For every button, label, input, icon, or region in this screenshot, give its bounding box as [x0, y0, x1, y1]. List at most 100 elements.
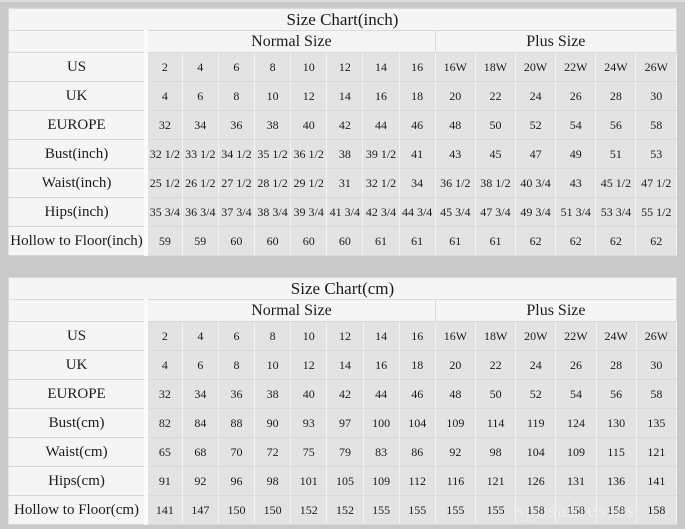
- size-value-cell: 25 1/2: [145, 168, 183, 198]
- size-value-cell: 97: [326, 408, 364, 438]
- size-value-cell: 26W: [635, 52, 677, 82]
- size-value-cell: 90: [254, 408, 292, 438]
- size-value-cell: 20: [434, 350, 477, 380]
- size-value-cell: 43: [434, 139, 476, 169]
- size-value-cell: 42: [326, 379, 364, 409]
- size-value-cell: 104: [398, 408, 436, 438]
- row-label: Bust(cm): [8, 408, 149, 438]
- size-value-cell: 10: [290, 321, 328, 351]
- size-value-cell: 38: [253, 110, 292, 140]
- size-value-cell: 2: [145, 52, 183, 82]
- size-value-cell: 6: [181, 350, 219, 380]
- size-value-cell: 8: [217, 81, 256, 111]
- size-value-cell: 124: [555, 408, 597, 438]
- table-row: Bust(inch) 32 1/2 33 1/2 34 1/2 35 1/2 36 1/2…: [8, 139, 677, 169]
- size-value-cell: 34: [181, 379, 219, 409]
- size-value-cell: 26: [555, 81, 597, 111]
- size-value-cell: 10: [254, 350, 292, 380]
- size-value-cell: 155: [362, 495, 400, 525]
- size-value-cell: 60: [217, 226, 256, 256]
- size-value-cell: 58: [635, 379, 678, 409]
- row-label: Hips(inch): [8, 197, 149, 227]
- size-value-cell: 42: [326, 110, 364, 140]
- size-value-cell: 44 3/4: [398, 197, 436, 227]
- table-title-row: Size Chart(cm): [8, 277, 677, 300]
- size-value-cell: 14: [362, 52, 400, 82]
- size-value-cell: 147: [181, 495, 219, 525]
- size-value-cell: 88: [217, 408, 256, 438]
- size-value-cell: 53: [635, 139, 677, 169]
- size-value-cell: 35 3/4: [145, 197, 183, 227]
- size-value-cell: 12: [326, 321, 364, 351]
- table-title-row: Size Chart(inch): [8, 8, 677, 31]
- size-value-cell: 100: [362, 408, 400, 438]
- size-value-cell: 6: [181, 81, 219, 111]
- size-value-cell: 8: [253, 52, 292, 82]
- table-title: Size Chart(inch): [8, 8, 677, 31]
- size-value-cell: 43: [555, 168, 597, 198]
- size-value-cell: 52: [515, 379, 557, 409]
- size-value-cell: 101: [290, 466, 328, 496]
- size-value-cell: 37 3/4: [217, 197, 256, 227]
- size-value-cell: 62: [555, 226, 597, 256]
- size-value-cell: 54: [555, 110, 597, 140]
- table-row: Hollow to Floor(cm) 141 147 150 150 152 152 155…: [8, 495, 678, 525]
- row-label: EUROPE: [8, 110, 149, 140]
- table-row: US 2 4 6 8 10 12 14 16 16W 18W 20W 22W 24W 26W: [8, 321, 678, 351]
- size-value-cell: 35 1/2: [253, 139, 292, 169]
- size-value-cell: 121: [475, 466, 517, 496]
- size-value-cell: 14: [362, 321, 400, 351]
- size-value-cell: 4: [145, 350, 183, 380]
- size-value-cell: 83: [362, 437, 400, 467]
- size-value-cell: 54: [555, 379, 597, 409]
- size-value-cell: 6: [217, 52, 256, 82]
- size-value-cell: 60: [253, 226, 292, 256]
- size-value-cell: 36: [217, 110, 256, 140]
- size-value-cell: 109: [362, 466, 400, 496]
- size-value-cell: 18: [398, 81, 436, 111]
- size-value-cell: 20: [434, 81, 476, 111]
- row-label: US: [8, 52, 149, 82]
- size-value-cell: 65: [145, 437, 183, 467]
- size-value-cell: 34: [181, 110, 219, 140]
- size-value-cell: 45: [474, 139, 517, 169]
- size-value-cell: 112: [398, 466, 436, 496]
- size-value-cell: 42 3/4: [362, 197, 400, 227]
- size-value-cell: 8: [254, 321, 292, 351]
- size-value-cell: 29 1/2: [290, 168, 328, 198]
- size-value-cell: 8: [217, 350, 256, 380]
- table-row: Hips(cm) 91 92 96 98 101 105 109 112 116 121 126 131…: [8, 466, 678, 496]
- size-value-cell: 49 3/4: [515, 197, 557, 227]
- size-value-cell: 158: [515, 495, 557, 525]
- size-value-cell: 40: [290, 379, 328, 409]
- size-value-cell: 38: [326, 139, 364, 169]
- size-value-cell: 56: [595, 379, 637, 409]
- corner-cell: [8, 299, 149, 322]
- size-value-cell: 84: [181, 408, 219, 438]
- size-value-cell: 82: [145, 408, 183, 438]
- size-value-cell: 44: [362, 379, 400, 409]
- row-label: Waist(inch): [8, 168, 149, 198]
- size-value-cell: 92: [181, 466, 219, 496]
- size-value-cell: 32: [145, 379, 183, 409]
- size-value-cell: 34 1/2: [217, 139, 256, 169]
- size-value-cell: 152: [326, 495, 364, 525]
- size-value-cell: 121: [635, 437, 678, 467]
- size-value-cell: 24: [515, 81, 557, 111]
- size-value-cell: 51: [595, 139, 637, 169]
- size-value-cell: 60: [290, 226, 328, 256]
- size-value-cell: 158: [635, 495, 678, 525]
- size-value-cell: 72: [254, 437, 292, 467]
- size-value-cell: 105: [326, 466, 364, 496]
- size-value-cell: 6: [217, 321, 256, 351]
- row-label: Hips(cm): [8, 466, 149, 496]
- size-value-cell: 58: [635, 110, 677, 140]
- size-value-cell: 12: [290, 81, 328, 111]
- size-value-cell: 28 1/2: [253, 168, 292, 198]
- size-value-cell: 51 3/4: [555, 197, 597, 227]
- table-row: UK 4 6 8 10 12 14 16 18 20 22 24 26 28 30: [8, 81, 677, 111]
- table-row: UK 4 6 8 10 12 14 16 18 20 22 24 26 28 30: [8, 350, 678, 380]
- size-value-cell: 4: [181, 52, 219, 82]
- size-value-cell: 4: [145, 81, 183, 111]
